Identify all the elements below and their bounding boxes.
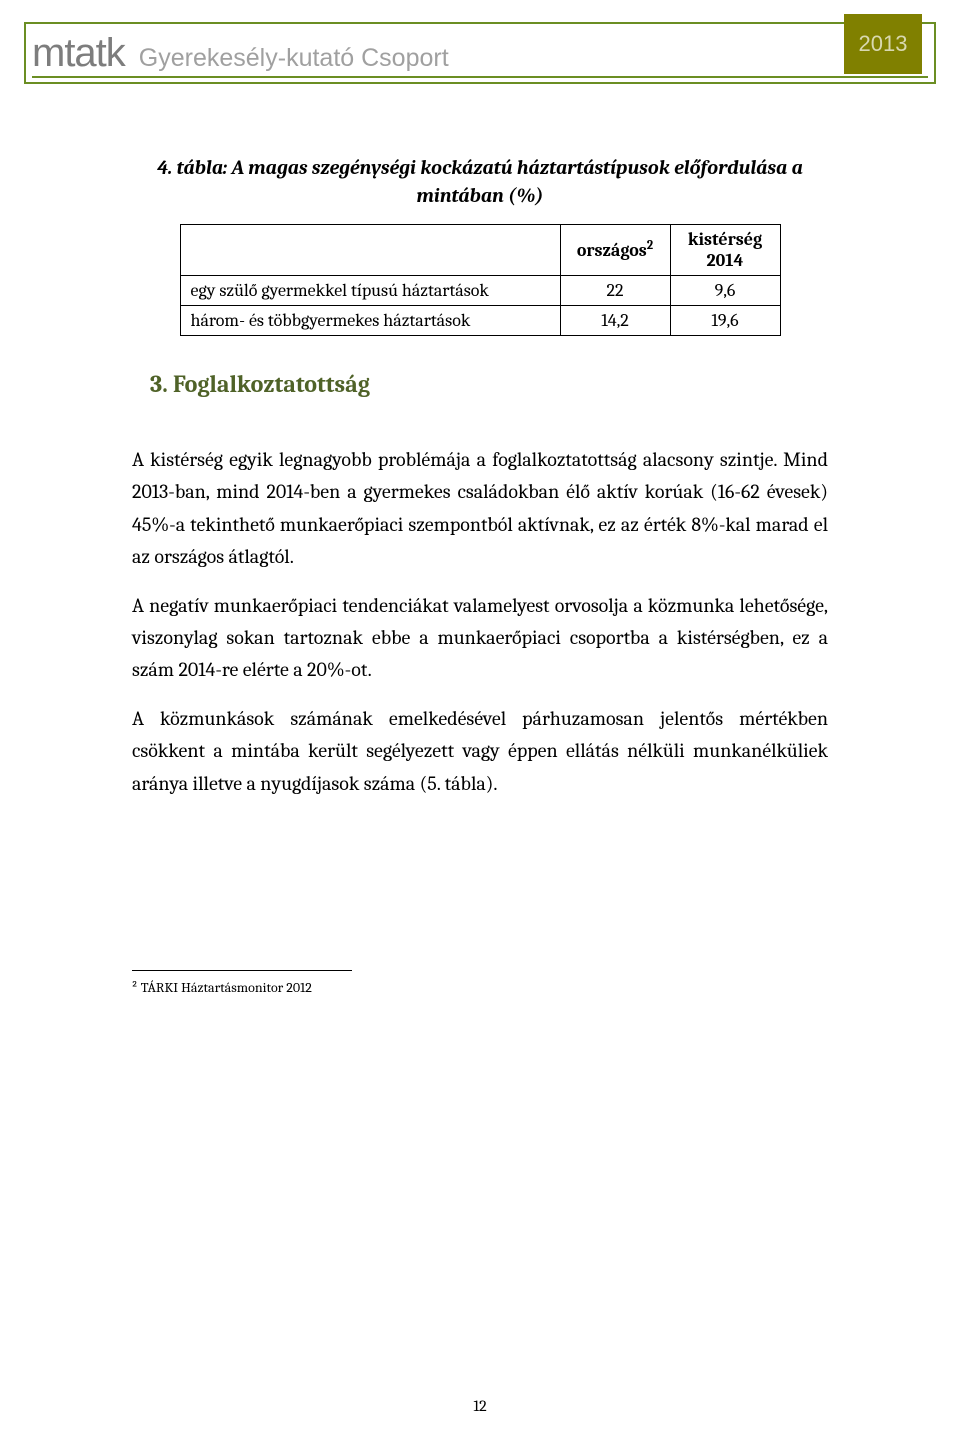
page-number: 12: [0, 1397, 960, 1415]
page: mtatk Gyerekesély-kutató Csoport 2013 4.…: [0, 0, 960, 1433]
row-label: egy szülő gyermekkel típusú háztartások: [180, 276, 560, 306]
cell-value: 19,6: [670, 306, 780, 336]
body-paragraph: A negatív munkaerőpiaci tendenciákat val…: [132, 590, 828, 687]
footnote-text: ² TÁRKI Háztartásmonitor 2012: [132, 979, 828, 996]
table-title: 4. tábla: A magas szegénységi kockázatú …: [132, 154, 828, 210]
table-header-row: országos2 kistérség 2014: [180, 225, 780, 276]
page-header: mtatk Gyerekesély-kutató Csoport 2013: [24, 22, 936, 84]
row-label: három- és többgyermekes háztartások: [180, 306, 560, 336]
col-header-region: kistérség 2014: [670, 225, 780, 276]
table-row: három- és többgyermekes háztartások 14,2…: [180, 306, 780, 336]
col-header-blank: [180, 225, 560, 276]
col-header-national: országos2: [560, 225, 670, 276]
section-heading: 3. Foglalkoztatottság: [150, 370, 828, 398]
logo-text: mtatk: [32, 31, 125, 76]
header-subtitle: Gyerekesély-kutató Csoport: [139, 44, 449, 73]
table-row: egy szülő gyermekkel típusú háztartások …: [180, 276, 780, 306]
header-rule: [32, 76, 928, 78]
content-area: 4. tábla: A magas szegénységi kockázatú …: [24, 84, 936, 996]
year-badge: 2013: [844, 14, 922, 74]
header-left: mtatk Gyerekesély-kutató Csoport: [26, 31, 449, 76]
body-paragraph: A közmunkások számának emelkedésével pár…: [132, 703, 828, 800]
data-table: országos2 kistérség 2014 egy szülő gyerm…: [180, 224, 781, 336]
body-paragraph: A kistérség egyik legnagyobb problémája …: [132, 444, 828, 574]
cell-value: 22: [560, 276, 670, 306]
cell-value: 9,6: [670, 276, 780, 306]
cell-value: 14,2: [560, 306, 670, 336]
footnote-rule: [132, 970, 352, 971]
